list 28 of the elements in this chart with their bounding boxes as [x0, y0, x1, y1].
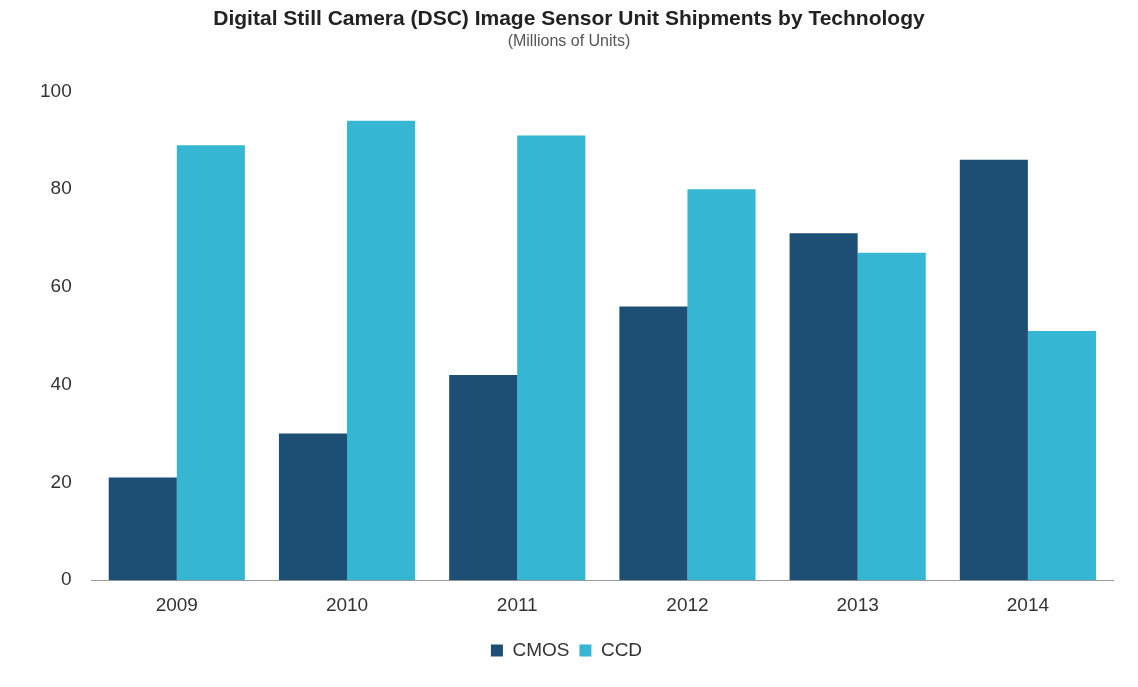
- bar: [278, 433, 348, 581]
- x-tick-label: 2010: [325, 593, 369, 615]
- x-tick-label: 2009: [155, 593, 198, 615]
- y-tick-label: 40: [50, 372, 72, 394]
- bar: [347, 120, 416, 581]
- y-tick-label: 20: [50, 470, 72, 492]
- y-tick-label: 100: [40, 79, 72, 101]
- y-tick-label: 0: [61, 568, 72, 590]
- bar: [857, 252, 926, 581]
- bar: [619, 306, 688, 581]
- x-tick-label: 2011: [496, 593, 538, 615]
- bar: [687, 189, 756, 581]
- y-tick-label: 60: [50, 275, 72, 297]
- bar: [789, 233, 858, 581]
- y-tick-label: 80: [50, 177, 72, 199]
- bar: [108, 477, 177, 581]
- x-tick-label: 2013: [836, 593, 879, 615]
- x-tick-label: 2012: [666, 593, 709, 615]
- chart-subtitle: (Millions of Units): [506, 32, 632, 50]
- bar: [1027, 330, 1096, 581]
- bar: [176, 145, 245, 581]
- legend-label: CMOS: [512, 638, 570, 660]
- x-tick-label: 2014: [1006, 593, 1050, 615]
- bar: [517, 135, 586, 581]
- bar: [449, 374, 518, 581]
- chart-title: Digital Still Camera (DSC) Image Sensor Unit Shipments by Technology: [212, 6, 926, 30]
- bar: [959, 159, 1028, 581]
- legend-label: CCD: [600, 638, 643, 660]
